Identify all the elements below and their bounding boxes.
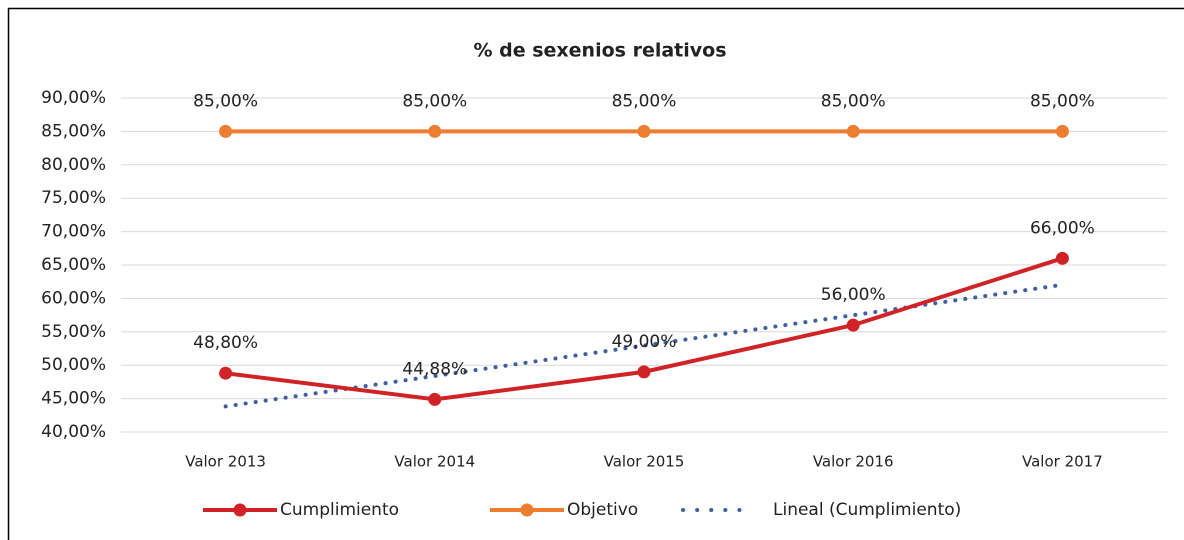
data-point bbox=[846, 318, 860, 332]
chart-title: % de sexenios relativos bbox=[473, 40, 726, 62]
data-point bbox=[428, 124, 442, 138]
y-tick-label: 70,00% bbox=[41, 222, 106, 242]
data-label: 85,00% bbox=[1030, 91, 1095, 111]
x-tick-label: Valor 2016 bbox=[813, 453, 894, 471]
data-point bbox=[219, 124, 233, 138]
data-point bbox=[637, 124, 651, 138]
y-tick-label: 45,00% bbox=[41, 389, 106, 409]
y-tick-label: 55,00% bbox=[41, 322, 106, 342]
data-label: 56,00% bbox=[821, 285, 886, 305]
data-label: 85,00% bbox=[612, 91, 677, 111]
data-label: 85,00% bbox=[193, 91, 258, 111]
y-tick-label: 65,00% bbox=[41, 255, 106, 275]
x-tick-label: Valor 2015 bbox=[604, 453, 685, 471]
legend-label: Cumplimiento bbox=[280, 500, 399, 520]
chart-border bbox=[7, 7, 1184, 540]
data-label: 85,00% bbox=[402, 91, 467, 111]
data-label: 66,00% bbox=[1030, 218, 1095, 238]
data-point bbox=[219, 366, 233, 380]
data-label: 49,00% bbox=[612, 332, 677, 352]
data-point bbox=[846, 124, 860, 138]
data-point bbox=[637, 365, 651, 379]
x-tick-label: Valor 2017 bbox=[1022, 453, 1103, 471]
y-tick-label: 85,00% bbox=[41, 121, 106, 141]
data-label: 85,00% bbox=[821, 91, 886, 111]
data-label: 48,80% bbox=[193, 333, 258, 353]
legend-swatch-dot bbox=[520, 503, 534, 517]
data-point bbox=[428, 392, 442, 406]
x-tick-label: Valor 2013 bbox=[185, 453, 266, 471]
y-tick-label: 60,00% bbox=[41, 288, 106, 308]
y-tick-label: 80,00% bbox=[41, 155, 106, 175]
trend-line bbox=[223, 282, 1065, 409]
data-label: 44,88% bbox=[402, 359, 467, 379]
data-point bbox=[1055, 124, 1069, 138]
data-point bbox=[1055, 251, 1069, 265]
legend-swatch-dot bbox=[233, 503, 247, 517]
y-tick-label: 90,00% bbox=[41, 88, 106, 108]
legend-label: Lineal (Cumplimiento) bbox=[773, 500, 961, 520]
y-tick-label: 75,00% bbox=[41, 188, 106, 208]
y-tick-label: 50,00% bbox=[41, 355, 106, 375]
legend-label: Objetivo bbox=[567, 500, 638, 520]
y-tick-label: 40,00% bbox=[41, 422, 106, 442]
x-tick-label: Valor 2014 bbox=[394, 453, 475, 471]
